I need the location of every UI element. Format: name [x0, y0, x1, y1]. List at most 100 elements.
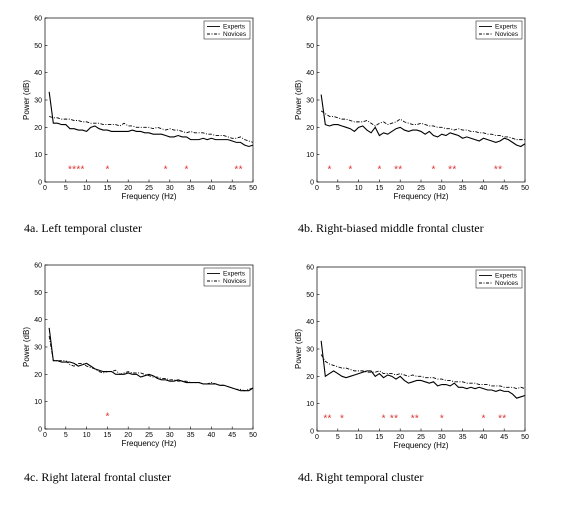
y-tick-label: 0	[310, 429, 314, 436]
x-tick-label: 25	[417, 185, 425, 192]
x-tick-label: 45	[500, 434, 508, 441]
chart-panel-4a: 0 5 10 15 20 25 30 35 40 45 50 0 10 20 30 40 50 60 Frequen…	[18, 10, 278, 210]
significance-marker: *	[415, 413, 419, 424]
x-tick-label: 5	[64, 432, 68, 439]
x-tick-label: 15	[104, 185, 112, 192]
x-tick-label: 15	[104, 432, 112, 439]
y-tick-label: 10	[306, 401, 314, 408]
significance-marker: *	[440, 413, 444, 424]
x-tick-label: 10	[355, 185, 363, 192]
chart-4a-svg: 0 5 10 15 20 25 30 35 40 45 50 0 10 20 30 40 50 60 Frequen…	[22, 16, 257, 202]
x-tick-label: 5	[64, 185, 68, 192]
legend-box	[475, 269, 523, 289]
y-tick-label: 30	[34, 98, 42, 105]
x-axis-label: Frequency (Hz)	[121, 439, 176, 448]
legend-label-novices: Novices	[223, 278, 247, 285]
x-axis-label: Frequency (Hz)	[121, 192, 176, 201]
x-tick-label: 30	[438, 434, 446, 441]
x-tick-label: 10	[83, 432, 91, 439]
y-tick-label: 50	[34, 290, 42, 297]
series-line-novices	[320, 110, 525, 141]
x-tick-label: 0	[315, 185, 319, 192]
y-tick-label: 0	[38, 427, 42, 434]
caption-4b: 4b. Right-biased middle frontal cluster	[298, 221, 484, 235]
caption-4d: 4d. Right temporal cluster	[298, 470, 424, 484]
significance-marker: *	[394, 164, 398, 175]
caption-4a: 4a. Left temporal cluster	[24, 221, 142, 235]
significance-marker: *	[494, 164, 498, 175]
series-line-experts	[320, 94, 526, 148]
significance-marker: *	[72, 164, 76, 175]
significance-marker: *	[105, 411, 109, 422]
x-tick-label: 35	[459, 434, 467, 441]
y-tick-label: 10	[306, 152, 314, 159]
significance-marker: *	[105, 164, 109, 175]
significance-marker: *	[481, 413, 485, 424]
series-line-experts	[320, 340, 526, 399]
plot-area	[316, 266, 526, 432]
x-tick-label: 50	[249, 185, 257, 192]
legend-label-experts: Experts	[223, 24, 246, 31]
significance-marker: *	[68, 164, 72, 175]
significance-marker: *	[382, 413, 386, 424]
x-tick-label: 45	[228, 432, 236, 439]
significance-marker: *	[323, 413, 327, 424]
y-axis-label: Power (dB)	[294, 80, 303, 120]
x-tick-label: 40	[208, 432, 216, 439]
x-tick-label: 40	[208, 185, 216, 192]
y-tick-label: 60	[306, 16, 314, 23]
x-tick-label: 50	[521, 434, 529, 441]
legend-box	[203, 20, 251, 40]
significance-marker: *	[394, 413, 398, 424]
x-tick-label: 50	[249, 432, 257, 439]
x-tick-label: 20	[396, 185, 404, 192]
significance-marker: *	[348, 164, 352, 175]
y-axis-label: Power (dB)	[22, 327, 31, 367]
x-tick-label: 15	[376, 185, 384, 192]
x-tick-label: 5	[336, 434, 340, 441]
x-tick-label: 15	[376, 434, 384, 441]
significance-marker: *	[184, 164, 188, 175]
legend-label-experts: Experts	[223, 271, 246, 278]
y-tick-label: 10	[34, 399, 42, 406]
y-tick-label: 40	[34, 70, 42, 77]
x-tick-label: 0	[43, 432, 47, 439]
y-tick-label: 30	[34, 345, 42, 352]
legend-label-experts: Experts	[495, 273, 518, 280]
x-tick-label: 5	[336, 185, 340, 192]
significance-marker: *	[328, 413, 332, 424]
significance-marker: *	[432, 164, 436, 175]
y-tick-label: 40	[306, 70, 314, 77]
significance-marker: *	[498, 164, 502, 175]
chart-4b-svg: 0 5 10 15 20 25 30 35 40 45 50 0 10 20 30 40 50 60 Frequen…	[294, 16, 529, 202]
significance-marker: *	[328, 164, 332, 175]
chart-4d-svg: 0 5 10 15 20 25 30 35 40 45 50 0 10 20 30 40 50 60 Frequen…	[294, 265, 529, 451]
y-axis-label: Power (dB)	[22, 80, 31, 120]
x-tick-label: 25	[417, 434, 425, 441]
x-tick-label: 45	[228, 185, 236, 192]
series-line-novices	[320, 354, 526, 390]
y-tick-label: 0	[38, 180, 42, 187]
legend-box	[475, 20, 523, 40]
significance-marker: *	[398, 164, 402, 175]
x-tick-label: 10	[355, 434, 363, 441]
chart-panel-4b: 0 5 10 15 20 25 30 35 40 45 50 0 10 20 30 40 50 60 Frequen…	[290, 10, 550, 210]
series-line-experts	[48, 91, 254, 148]
significance-marker: *	[390, 413, 394, 424]
legend-label-novices: Novices	[495, 280, 519, 287]
x-tick-label: 40	[480, 185, 488, 192]
significance-marker: *	[164, 164, 168, 175]
y-tick-label: 60	[34, 16, 42, 23]
y-tick-label: 60	[34, 263, 42, 270]
significance-marker: *	[498, 413, 502, 424]
significance-marker: *	[340, 413, 344, 424]
y-tick-label: 0	[310, 180, 314, 187]
chart-panel-4c: 0 5 10 15 20 25 30 35 40 45 50 0 10 20 30 40 50 60 Frequen…	[18, 257, 278, 457]
x-axis-label: Frequency (Hz)	[393, 192, 448, 201]
significance-marker: *	[76, 164, 80, 175]
chart-4c-svg: 0 5 10 15 20 25 30 35 40 45 50 0 10 20 30 40 50 60 Frequen…	[22, 263, 257, 449]
x-tick-label: 30	[166, 185, 174, 192]
y-tick-label: 10	[34, 152, 42, 159]
x-tick-label: 20	[124, 185, 132, 192]
x-tick-label: 30	[438, 185, 446, 192]
